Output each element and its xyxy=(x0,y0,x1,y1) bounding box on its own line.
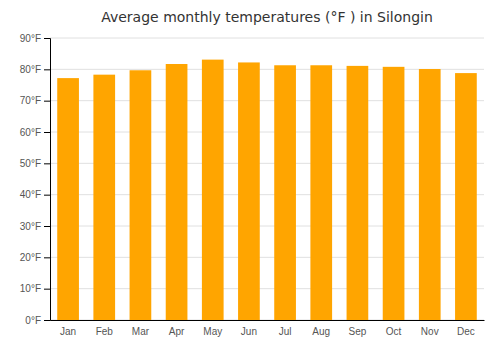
x-tick: Feb xyxy=(96,326,114,337)
y-tick-mark xyxy=(44,226,50,227)
x-tick-label: Mar xyxy=(132,326,150,337)
y-tick: 80°F xyxy=(20,64,50,75)
y-tick-label: 60°F xyxy=(20,127,41,138)
x-tick-label: Jun xyxy=(241,326,257,337)
x-tick: Dec xyxy=(457,326,475,337)
y-tick-label: 20°F xyxy=(20,252,41,263)
x-tick-label: Jan xyxy=(60,326,76,337)
y-tick: 60°F xyxy=(20,127,50,138)
y-tick-mark xyxy=(44,38,50,39)
y-tick: 10°F xyxy=(20,283,50,294)
x-tick: Nov xyxy=(421,326,439,337)
x-tick: Oct xyxy=(386,326,402,337)
title: Average monthly temperatures (°F ) in Si… xyxy=(101,9,433,25)
bar xyxy=(166,64,188,320)
y-tick: 40°F xyxy=(20,189,50,200)
x-tick-label: Apr xyxy=(169,326,185,337)
x-tick-label: Dec xyxy=(457,326,475,337)
y-tick-label: 70°F xyxy=(20,95,41,106)
bar xyxy=(130,70,152,320)
bar xyxy=(274,65,296,320)
x-tick-label: Jul xyxy=(279,326,292,337)
plot-area xyxy=(57,60,477,320)
grid xyxy=(50,38,484,320)
y-tick-mark xyxy=(44,257,50,258)
y-tick-mark xyxy=(44,163,50,164)
x-tick-label: Aug xyxy=(312,326,330,337)
y-tick-mark xyxy=(44,289,50,290)
y-tick: 30°F xyxy=(20,221,50,232)
x-tick: Sep xyxy=(349,326,367,337)
y-tick-label: 40°F xyxy=(20,189,41,200)
x-axis-line xyxy=(51,320,485,321)
x-tick: Apr xyxy=(169,326,185,337)
x-tick-label: Oct xyxy=(386,326,402,337)
x-tick: Jul xyxy=(279,326,292,337)
y-axis-line xyxy=(44,39,51,321)
bar xyxy=(310,65,332,320)
chart: Jan Feb Mar Apr May Jun Jul Aug Sep Oct Nov Dec 0°F 1… xyxy=(0,0,500,350)
y-tick-mark xyxy=(44,101,50,102)
x-tick: Jan xyxy=(60,326,76,337)
x-tick-label: Sep xyxy=(349,326,367,337)
x-tick-label: Nov xyxy=(421,326,439,337)
y-tick-mark xyxy=(44,195,50,196)
y-tick: 90°F xyxy=(20,33,50,44)
y-axis: 0°F 10°F 20°F 30°F 40°F 50°F 60°F 70°F 80°F 90°F xyxy=(20,33,51,326)
x-tick: Mar xyxy=(132,326,150,337)
y-tick-label: 80°F xyxy=(20,64,41,75)
x-tick: Aug xyxy=(312,326,330,337)
x-tick-label: Feb xyxy=(96,326,114,337)
x-tick-label: May xyxy=(203,326,222,337)
y-tick-mark xyxy=(44,69,50,70)
bar xyxy=(419,69,441,320)
bar xyxy=(383,67,405,320)
x-tick: May xyxy=(203,326,222,337)
y-tick-label: 50°F xyxy=(20,158,41,169)
x-tick: Jun xyxy=(241,326,257,337)
bar xyxy=(347,66,369,320)
grid-line xyxy=(50,38,484,39)
y-tick-label: 30°F xyxy=(20,221,41,232)
y-tick: 20°F xyxy=(20,252,50,263)
bar xyxy=(93,75,115,320)
y-tick: 70°F xyxy=(20,95,50,106)
y-tick-mark xyxy=(44,320,50,321)
bar xyxy=(455,73,477,320)
y-tick-label: 90°F xyxy=(20,33,41,44)
y-tick: 0°F xyxy=(25,315,50,326)
y-tick: 50°F xyxy=(20,158,50,169)
x-axis: Jan Feb Mar Apr May Jun Jul Aug Sep Oct Nov Dec xyxy=(51,321,485,338)
y-tick-mark xyxy=(44,132,50,133)
bar xyxy=(238,62,260,320)
y-tick-label: 0°F xyxy=(25,315,41,326)
bar xyxy=(202,60,224,320)
y-tick-label: 10°F xyxy=(20,283,41,294)
bar xyxy=(57,78,79,320)
